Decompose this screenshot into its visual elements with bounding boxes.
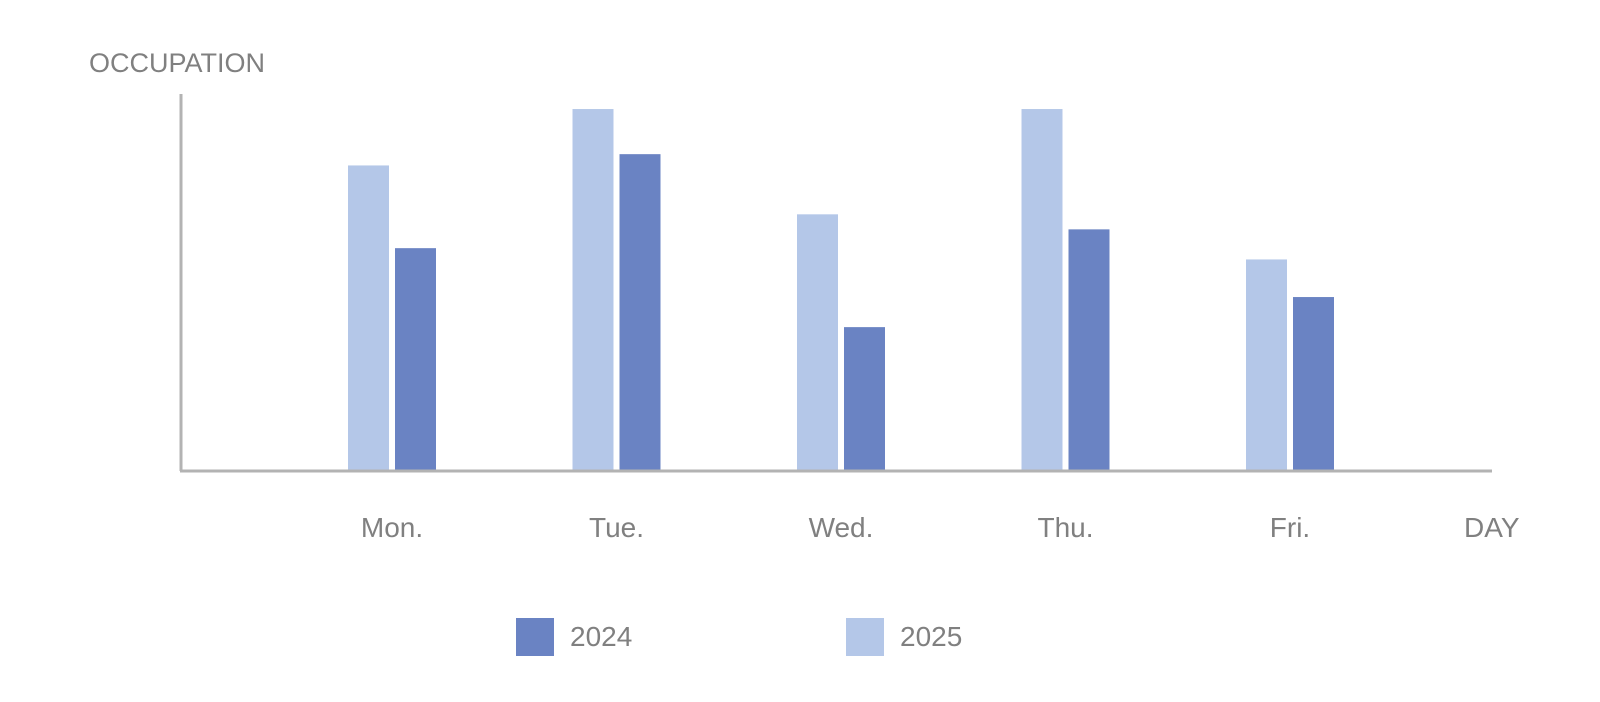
bars-group (348, 109, 1334, 470)
x-tick-label: Mon. (361, 512, 423, 543)
bar-fri-2025 (1246, 259, 1287, 470)
bar-wed-2025 (797, 214, 838, 470)
x-tick-labels: Mon. Tue. Wed. Thu. Fri. (361, 512, 1310, 543)
bar-tue-2024 (619, 154, 661, 470)
legend-label-2024: 2024 (570, 621, 633, 652)
legend-item-2025: 2025 (846, 618, 962, 656)
bar-mon-2024 (395, 248, 436, 470)
bar-mon-2025 (348, 165, 389, 470)
legend-label-2025: 2025 (900, 621, 963, 652)
x-tick-label: Thu. (1037, 512, 1093, 543)
bar-wed-2024 (844, 327, 885, 470)
x-tick-label: Tue. (589, 512, 644, 543)
bar-tue-2025 (572, 109, 614, 470)
legend-swatch-2025 (846, 618, 884, 656)
y-axis-label: OCCUPATION (89, 48, 265, 78)
x-tick-label: Wed. (809, 512, 874, 543)
bar-thu-2025 (1021, 109, 1063, 470)
legend-item-2024: 2024 (516, 618, 632, 656)
x-tick-label: Fri. (1270, 512, 1310, 543)
x-axis-label: DAY (1464, 512, 1520, 543)
legend-swatch-2024 (516, 618, 554, 656)
bar-thu-2024 (1068, 229, 1110, 470)
bar-fri-2024 (1293, 297, 1334, 470)
